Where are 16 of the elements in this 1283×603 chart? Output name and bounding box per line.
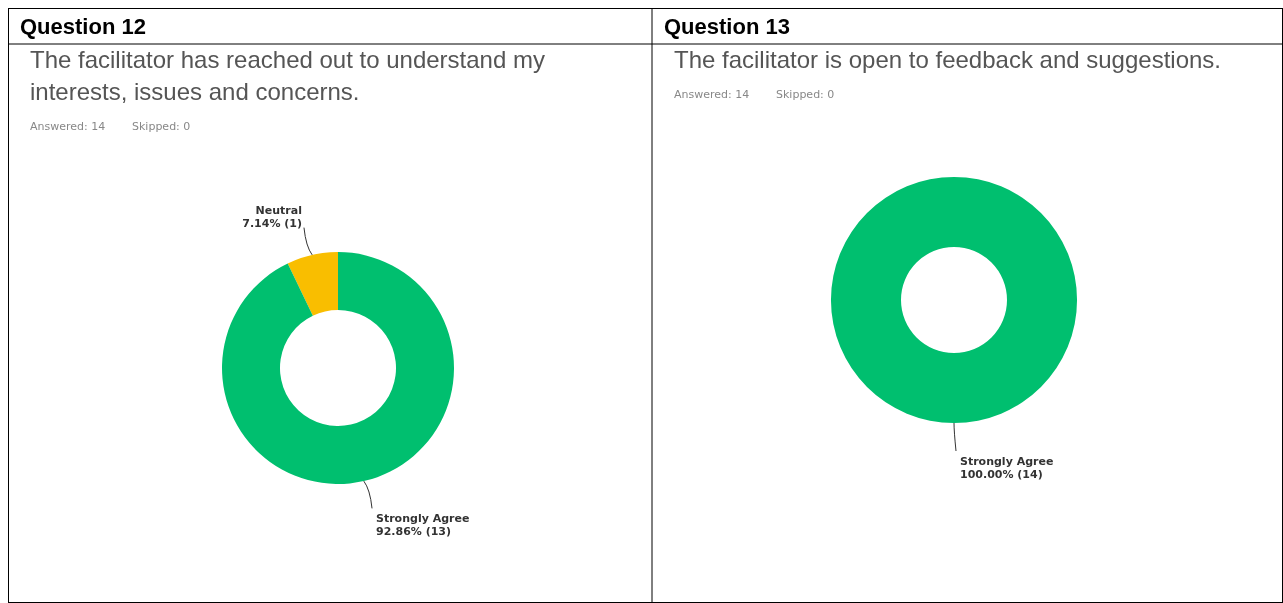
data-label: 92.86% (13)	[376, 525, 452, 539]
data-label: 7.14% (1)	[242, 216, 302, 230]
donut-slice	[222, 252, 454, 484]
text: Skipped: 0	[132, 120, 191, 133]
slice-label: Strongly Agree	[376, 512, 470, 526]
slice-label: Strongly Agree	[960, 455, 1054, 468]
donut-slice	[287, 252, 338, 316]
data-label: 100.00% (14)	[960, 468, 1043, 481]
chart-title: Question 13	[664, 14, 790, 39]
text: Answered: 14	[30, 120, 106, 133]
slice-label: Neutral	[255, 203, 302, 217]
chart-subtitle: The facilitator has reached out to understand my interests, issues and concerns.	[30, 46, 545, 105]
text: Answered: 14	[674, 88, 750, 101]
chart-title: Question 12	[20, 14, 146, 39]
chart-subtitle: The facilitator is open to feedback and suggestions.	[674, 46, 1222, 73]
text: Skipped: 0	[776, 88, 835, 101]
